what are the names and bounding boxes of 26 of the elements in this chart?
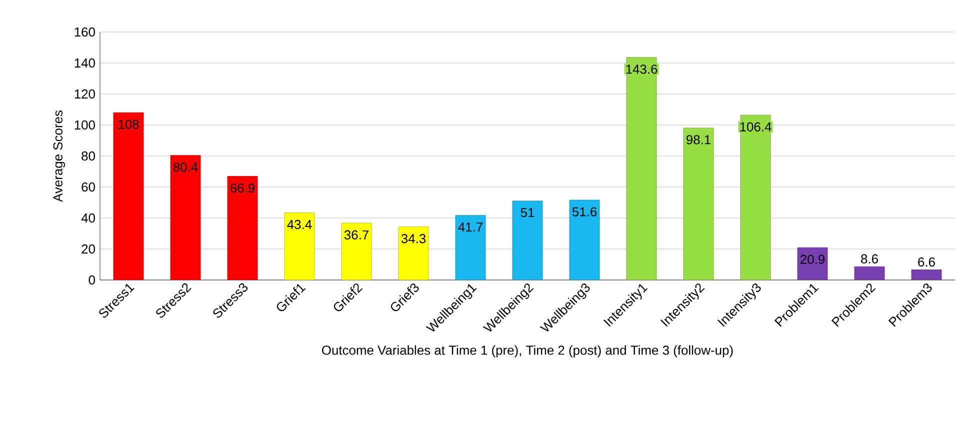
data-label: 8.6 [861, 254, 878, 264]
data-label: 143.6 [626, 64, 658, 74]
y-tick-label: 160 [74, 27, 95, 37]
data-label: 51.6 [572, 207, 597, 216]
data-label: 108 [118, 120, 139, 129]
data-label: 43.4 [287, 220, 312, 230]
data-label: 34.3 [401, 234, 426, 244]
y-axis-title: Average Scores [53, 110, 66, 202]
data-label: 98.1 [686, 135, 710, 144]
x-axis-title: Outcome Variables at Time 1 (pre), Time 2 (post) and Time 3 (follow-up) [322, 345, 733, 358]
y-tick-label: 20 [82, 244, 95, 254]
data-label: 80.4 [173, 162, 198, 172]
y-tick-label: 60 [82, 182, 95, 192]
y-tick-label: 80 [82, 151, 95, 161]
data-label: 36.7 [344, 230, 368, 240]
data-label: 106.4 [740, 122, 772, 132]
y-tick-label: 40 [81, 213, 95, 223]
y-tick-label: 0 [88, 275, 95, 285]
data-label: 66.9 [230, 183, 254, 193]
y-tick-label: 140 [74, 58, 95, 68]
y-tick-label: 100 [74, 120, 95, 130]
data-label: 6.6 [918, 257, 935, 267]
data-label: 20.9 [800, 254, 824, 264]
y-tick-label: 120 [74, 89, 95, 99]
data-label: 41.7 [458, 222, 482, 232]
data-label: 51 [520, 208, 534, 218]
